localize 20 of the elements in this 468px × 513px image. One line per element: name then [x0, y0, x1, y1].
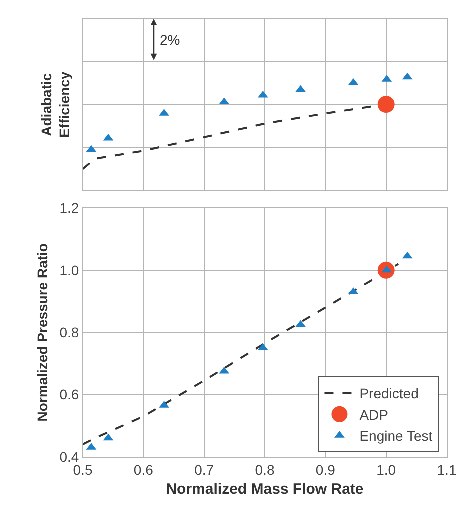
y-tick-label: 0.6: [60, 386, 80, 403]
text: 2%: [160, 32, 180, 48]
text: 1.0: [60, 262, 80, 278]
legend-label: ADP: [360, 406, 389, 423]
y-tick-label: 1.2: [60, 200, 80, 216]
x-tick-label: 0.6: [134, 462, 154, 478]
x-tick-label: 0.7: [194, 462, 214, 478]
x-axis-title: Normalized Mass Flow Rate: [166, 480, 364, 498]
y-axis-title: Normalized Pressure Ratio: [34, 244, 50, 422]
text: 1.0: [376, 462, 396, 478]
point: [378, 96, 395, 114]
x-tick-label: 0.8: [255, 462, 275, 478]
x-tick-label: 0.9: [316, 462, 336, 478]
y-axis-title: Adiabatic Efficiency: [38, 72, 73, 138]
x-tick-label: 1.1: [437, 462, 457, 478]
legend-label: Predicted: [360, 386, 419, 402]
y-tick-label: 0.8: [60, 324, 80, 341]
point: [296, 320, 306, 328]
point: [296, 85, 306, 92]
legend-label: Engine Test: [360, 428, 433, 444]
